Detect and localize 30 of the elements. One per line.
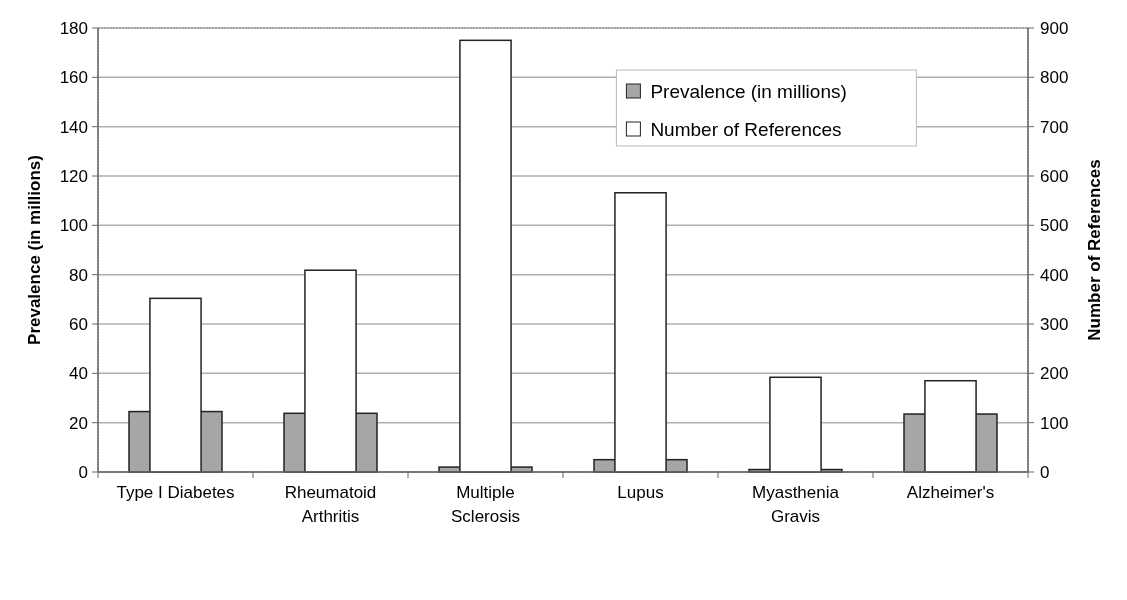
y2-tick-label: 600 (1040, 166, 1069, 186)
y-tick-label: 60 (69, 314, 88, 334)
y-tick-label: 40 (69, 364, 88, 384)
y-tick-label: 0 (78, 462, 88, 482)
x-tick-label: Rheumatoid Arthritis (284, 483, 377, 526)
y2-tick-label: 800 (1040, 68, 1069, 88)
legend-label: Prevalence (in millions) (650, 80, 847, 102)
y2-tick-label: 900 (1040, 18, 1069, 38)
legend-label: Number of References (650, 118, 842, 140)
y2-tick-label: 0 (1040, 462, 1050, 482)
y-axis-title: Prevalence (in millions) (25, 155, 44, 345)
y-tick-label: 140 (59, 117, 88, 137)
y2-tick-label: 100 (1040, 413, 1069, 433)
x-tick-label: Type I Diabetes (116, 483, 235, 502)
y-tick-label: 120 (59, 166, 88, 186)
x-tick-label: Myasthenia Gravis (752, 483, 840, 526)
y2-tick-label: 400 (1040, 265, 1069, 285)
y2-tick-label: 500 (1040, 216, 1069, 236)
y-tick-label: 80 (69, 265, 88, 285)
y-tick-label: 100 (59, 216, 88, 236)
y2-tick-label: 700 (1040, 117, 1069, 137)
y2-tick-label: 200 (1040, 364, 1069, 384)
y-tick-label: 160 (59, 68, 88, 88)
y-tick-label: 180 (59, 18, 88, 38)
x-tick-label: Multiple Sclerosis (451, 483, 520, 526)
y-tick-label: 20 (69, 413, 88, 433)
x-tick-label: Alzheimer's (906, 483, 995, 502)
y2-tick-label: 300 (1040, 314, 1069, 334)
x-tick-label: Lupus (617, 483, 664, 502)
y2-axis-title: Number of References (1085, 159, 1104, 341)
